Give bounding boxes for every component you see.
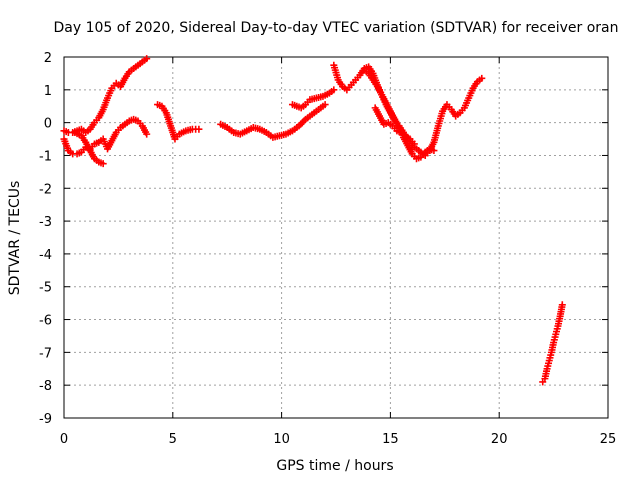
x-tick-label: 15 [382, 432, 399, 447]
data-point [143, 55, 151, 63]
data-point [99, 160, 107, 168]
data-marks [60, 55, 566, 386]
series-8 [360, 66, 438, 163]
series-6 [288, 86, 338, 112]
y-tick-label: -1 [39, 149, 52, 164]
series-4 [154, 101, 203, 143]
y-tick-label: -9 [39, 412, 52, 427]
y-tick-label: 0 [44, 117, 52, 132]
series-10 [539, 301, 566, 386]
y-tick-label: 1 [44, 84, 52, 99]
data-point [195, 125, 203, 133]
y-tick-label: 2 [44, 51, 52, 66]
data-point [300, 117, 308, 125]
series-5 [217, 101, 329, 141]
x-tick-label: 20 [491, 432, 508, 447]
data-point [558, 301, 566, 309]
data-point [297, 120, 305, 128]
data-point [298, 119, 306, 127]
x-tick-label: 10 [273, 432, 290, 447]
data-point [321, 101, 329, 109]
data-point [410, 140, 418, 148]
x-tick-label: 0 [60, 432, 68, 447]
data-point [478, 74, 486, 82]
x-tick-label: 25 [600, 432, 617, 447]
y-tick-label: -4 [39, 248, 52, 263]
data-point [330, 86, 338, 94]
series-2 [60, 115, 151, 158]
y-tick-label: -7 [39, 346, 52, 361]
x-tick-label: 5 [169, 432, 177, 447]
chart-title: Day 105 of 2020, Sidereal Day-to-day VTE… [54, 20, 619, 36]
series-1 [60, 55, 151, 136]
plot-frame [63, 56, 609, 419]
y-tick-label: -6 [39, 314, 52, 329]
data-point [143, 130, 151, 138]
series-9 [371, 104, 418, 148]
y-axis-label: SDTVAR / TECUs [7, 181, 23, 296]
x-axis-label: GPS time / hours [276, 458, 393, 474]
y-tick-label: -2 [39, 182, 52, 197]
series-3 [71, 128, 107, 168]
y-tick-label: -5 [39, 281, 52, 296]
y-tick-label: -8 [39, 379, 52, 394]
grid-lines [64, 57, 608, 418]
y-tick-label: -3 [39, 215, 52, 230]
data-point [430, 147, 438, 155]
